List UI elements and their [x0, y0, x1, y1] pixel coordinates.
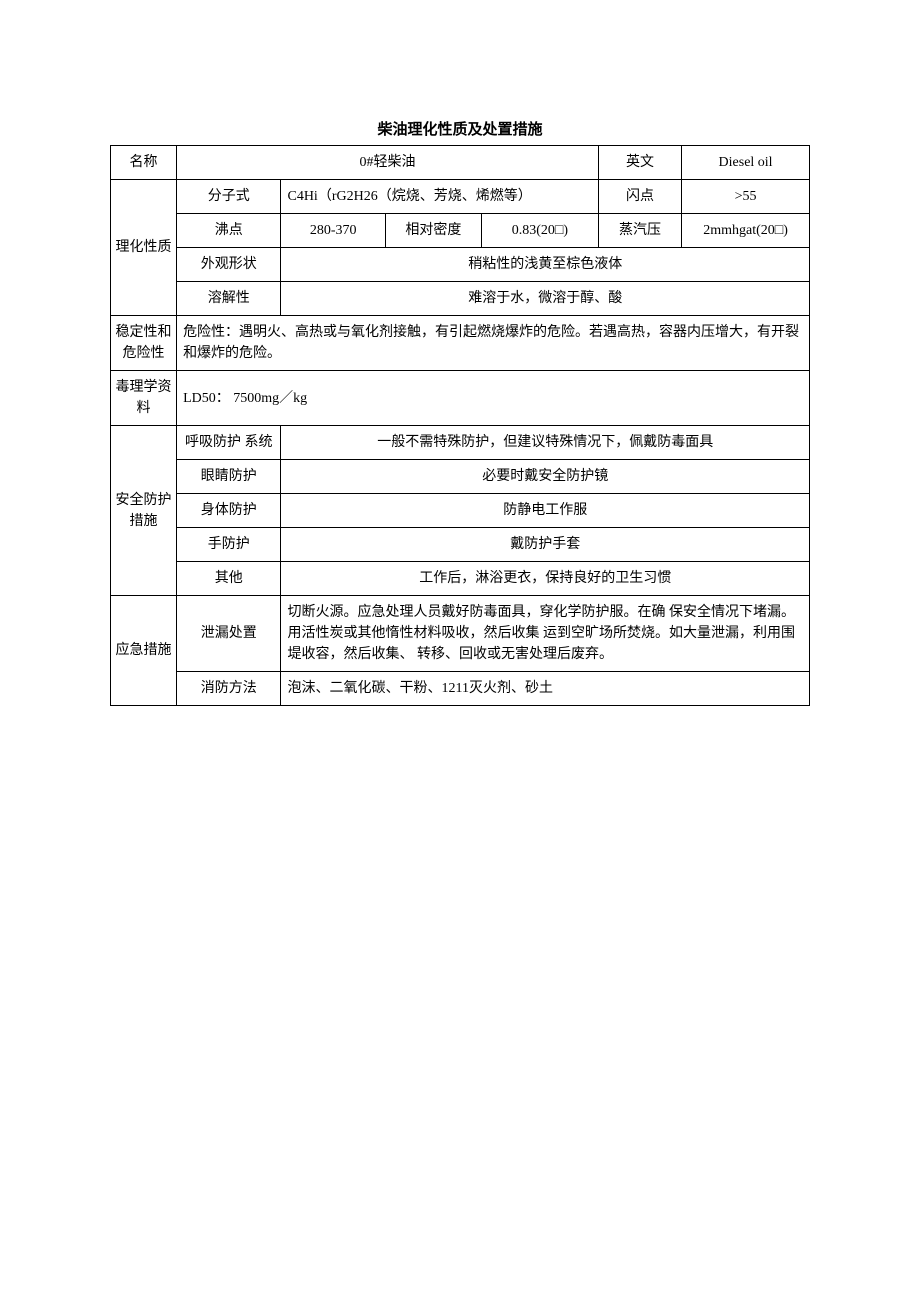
label-density: 相对密度	[385, 214, 481, 248]
value-english: Diesel oil	[682, 146, 810, 180]
value-boiling: 280-370	[281, 214, 385, 248]
value-name: 0#轻柴油	[177, 146, 599, 180]
label-body: 身体防护	[177, 494, 281, 528]
label-stability: 稳定性和危险性	[111, 316, 177, 371]
label-formula: 分子式	[177, 180, 281, 214]
label-eye: 眼睛防护	[177, 460, 281, 494]
label-toxicology: 毒理学资料	[111, 371, 177, 426]
value-density: 0.83(20□)	[481, 214, 598, 248]
label-vapor: 蒸汽压	[599, 214, 682, 248]
label-fire: 消防方法	[177, 672, 281, 706]
value-stability: 危险性：遇明火、高热或与氧化剂接触，有引起燃烧爆炸的危险。若遇高热，容器内压增大…	[177, 316, 810, 371]
value-eye: 必要时戴安全防护镜	[281, 460, 810, 494]
label-appearance: 外观形状	[177, 248, 281, 282]
value-leak: 切断火源。应急处理人员戴好防毒面具，穿化学防护服。在确 保安全情况下堵漏。用活性…	[281, 596, 810, 672]
value-toxicology: LD50： 7500mg／kg	[177, 371, 810, 426]
value-body: 防静电工作服	[281, 494, 810, 528]
value-vapor: 2mmhgat(20□)	[682, 214, 810, 248]
label-other: 其他	[177, 562, 281, 596]
label-emergency: 应急措施	[111, 596, 177, 706]
label-respiratory: 呼吸防护 系统	[177, 426, 281, 460]
value-other: 工作后，淋浴更衣，保持良好的卫生习惯	[281, 562, 810, 596]
label-safety: 安全防护措施	[111, 426, 177, 596]
value-hand: 戴防护手套	[281, 528, 810, 562]
value-solubility: 难溶于水，微溶于醇、酸	[281, 282, 810, 316]
label-hand: 手防护	[177, 528, 281, 562]
label-flashpoint: 闪点	[599, 180, 682, 214]
label-physical: 理化性质	[111, 180, 177, 316]
label-name: 名称	[111, 146, 177, 180]
value-formula: C4Hi（rG2H26（烷烧、芳烧、烯燃等）	[281, 180, 599, 214]
value-flashpoint: >55	[682, 180, 810, 214]
label-boiling: 沸点	[177, 214, 281, 248]
properties-table: 名称 0#轻柴油 英文 Diesel oil 理化性质 分子式 C4Hi（rG2…	[110, 145, 810, 706]
value-fire: 泡沫、二氧化碳、干粉、1211灭火剂、砂土	[281, 672, 810, 706]
label-solubility: 溶解性	[177, 282, 281, 316]
label-leak: 泄漏处置	[177, 596, 281, 672]
label-english: 英文	[599, 146, 682, 180]
document-title: 柴油理化性质及处置措施	[0, 118, 920, 139]
value-appearance: 稍粘性的浅黄至棕色液体	[281, 248, 810, 282]
value-respiratory: 一般不需特殊防护，但建议特殊情况下，佩戴防毒面具	[281, 426, 810, 460]
